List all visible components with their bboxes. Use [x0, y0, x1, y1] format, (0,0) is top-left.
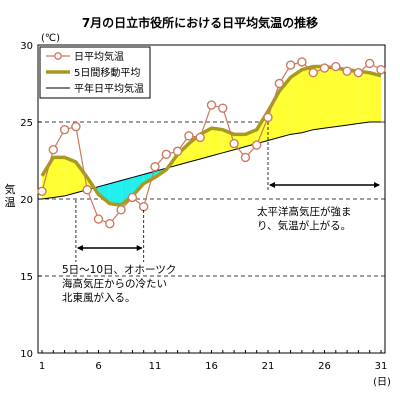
- daily-temp-point: [263, 112, 273, 123]
- daily-temp-point: [285, 60, 296, 70]
- fill-above-normal: [268, 91, 280, 141]
- fill-above-normal: [64, 157, 76, 196]
- y-tick-label: 25: [20, 118, 33, 129]
- daily-temp-point: [105, 218, 115, 229]
- fill-above-normal: [301, 66, 314, 133]
- daily-temp-point: [195, 132, 205, 143]
- daily-temp-point: [297, 57, 307, 67]
- x-tick-label: 6: [95, 361, 101, 372]
- daily-temp-point: [342, 66, 352, 76]
- daily-temp-point: [365, 58, 375, 69]
- daily-temp-point: [116, 205, 126, 215]
- legend-swatch-marker: [54, 52, 62, 60]
- y-tick-label: 20: [20, 195, 33, 206]
- annotation-text: 太平洋高気圧が強ま: [257, 205, 352, 218]
- daily-temp-point: [172, 146, 183, 156]
- annotation-text: 5日～10日、オホーツク: [62, 264, 176, 276]
- legend-label: 5日間移動平均: [74, 66, 140, 79]
- x-axis-ticks: 1 6 11 16 21 26 31: [39, 350, 388, 372]
- y-tick-label: 10: [20, 349, 33, 360]
- daily-temp-point: [150, 161, 160, 172]
- fill-above-normal: [358, 71, 370, 124]
- legend-label: 日平均気温: [74, 50, 124, 63]
- y-axis-ticks: 10 15 20 25 30: [20, 41, 42, 360]
- daily-temp-point: [252, 140, 262, 150]
- fill-above-normal: [177, 143, 189, 166]
- daily-temp-point: [218, 103, 228, 113]
- y-tick-label: 30: [20, 41, 33, 52]
- y-tick-label: 15: [20, 272, 33, 283]
- x-tick-label: 26: [318, 361, 331, 372]
- fill-above-normal: [347, 69, 359, 126]
- x-tick-label: 16: [205, 361, 218, 372]
- x-unit-label: (日): [373, 377, 391, 388]
- fill-above-normal: [53, 157, 65, 198]
- fill-below-normal: [109, 180, 122, 206]
- legend-label: 平年日平均気温: [74, 82, 144, 95]
- fill-above-normal: [211, 128, 223, 156]
- daily-temp-point: [353, 68, 364, 78]
- fill-below-normal: [121, 177, 133, 206]
- fill-above-normal: [290, 69, 302, 135]
- daily-temp-point: [37, 186, 47, 197]
- fill-above-normal: [188, 134, 201, 163]
- daily-temp-point: [82, 185, 92, 195]
- y-axis-label: 気温: [5, 182, 16, 209]
- daily-temp-point: [319, 63, 330, 73]
- daily-temp-point: [71, 121, 81, 132]
- daily-temp-point: [331, 61, 341, 72]
- daily-temp-point: [274, 78, 284, 89]
- fill-above-normal: [369, 72, 381, 122]
- daily-temp-point: [93, 214, 104, 224]
- chart-title: 7月の日立市役所における日平均気温の推移: [82, 15, 318, 30]
- fill-below-normal: [98, 183, 110, 204]
- x-tick-label: 11: [149, 361, 162, 372]
- daily-temp-point: [229, 138, 239, 149]
- fill-above-normal: [279, 77, 291, 138]
- fill-above-normal: [324, 66, 336, 129]
- x-tick-label: 21: [262, 361, 275, 372]
- annotation-text: 海高気圧からの冷たい: [62, 277, 167, 290]
- daily-temp-point: [240, 152, 251, 163]
- daily-temp-point: [138, 201, 149, 212]
- arrow-head: [269, 182, 275, 188]
- series-points: [37, 57, 386, 229]
- fill-above-normal: [75, 162, 88, 193]
- y-axis-label-char: 気: [5, 182, 16, 196]
- y-unit-label: (℃): [41, 33, 60, 44]
- daily-temp-point: [206, 100, 217, 110]
- daily-temp-point: [161, 149, 172, 160]
- x-tick-label: 1: [39, 361, 45, 372]
- arrow-head: [374, 182, 380, 188]
- x-tick-label: 31: [375, 361, 388, 372]
- fill-above-normal: [335, 68, 348, 127]
- daily-temp-point: [184, 131, 194, 141]
- daily-temp-point: [48, 145, 58, 155]
- series-normal-line: [41, 121, 381, 200]
- fill-above-normal: [313, 66, 325, 130]
- annotation-text: り、気温が上がる。: [257, 219, 351, 232]
- annotation-text: 北東風が入る。: [62, 291, 136, 304]
- y-axis-label-char: 温: [5, 196, 16, 209]
- arrow-head: [76, 245, 83, 251]
- daily-temp-point: [376, 64, 386, 75]
- arrow-head: [136, 245, 143, 251]
- daily-temp-point: [308, 68, 318, 78]
- daily-temp-point: [127, 192, 138, 203]
- daily-temp-point: [59, 124, 70, 135]
